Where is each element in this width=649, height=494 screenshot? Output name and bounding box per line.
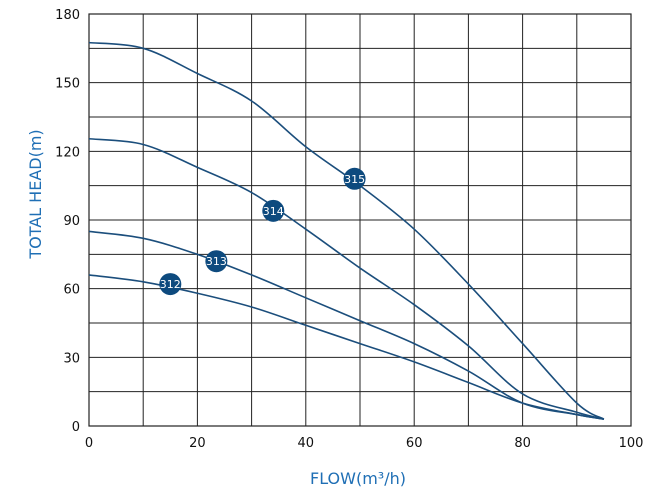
- x-tick-label: 60: [406, 436, 423, 451]
- plot-frame: [88, 13, 632, 427]
- y-tick-label: 120: [55, 145, 80, 160]
- x-tick-label: 0: [85, 436, 93, 451]
- y-tick-label: 0: [72, 420, 80, 435]
- series-curve-314: [88, 137, 605, 420]
- y-tick-label: 150: [55, 77, 80, 92]
- grid: [88, 13, 632, 427]
- y-tick-label: 30: [63, 351, 80, 366]
- series-badge-315: [343, 167, 366, 190]
- x-tick-label: 20: [189, 436, 206, 451]
- series-curve-315: [88, 41, 605, 420]
- x-tick-label: 40: [298, 436, 315, 451]
- series-labels: 312 313 314 315: [159, 167, 366, 296]
- series-badge-314: [262, 199, 285, 222]
- x-axis-title: FLOW(m³/h): [310, 469, 406, 488]
- tick-labels: 0 20 40 60 80 100 0 30 60 90 120 150 180: [55, 8, 643, 451]
- series-badge-312: [159, 273, 182, 296]
- series-label-312: 312: [160, 278, 181, 291]
- series-curve-313: [88, 230, 605, 420]
- series-label-315: 315: [344, 173, 365, 186]
- curves: [88, 41, 605, 420]
- y-tick-label: 90: [63, 214, 80, 229]
- y-tick-label: 180: [55, 8, 80, 23]
- series-badge-313: [205, 250, 228, 273]
- x-tick-label: 100: [619, 436, 644, 451]
- x-tick-label: 80: [514, 436, 531, 451]
- series-label-313: 313: [206, 255, 227, 268]
- y-tick-label: 60: [63, 283, 80, 298]
- y-axis-title: TOTAL HEAD(m): [26, 129, 45, 259]
- series-label-314: 314: [263, 205, 284, 218]
